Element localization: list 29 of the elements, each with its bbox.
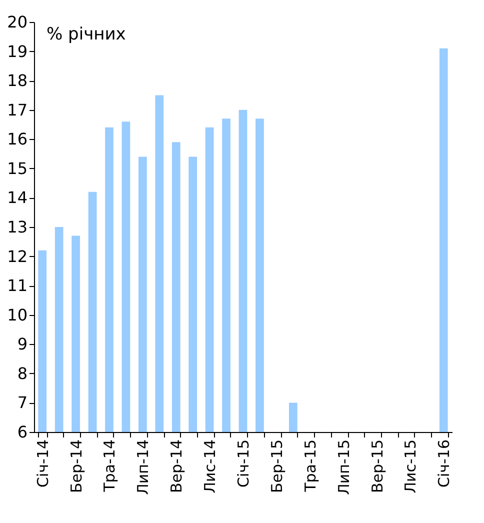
x-tick-label: Лис-14 [201,440,220,494]
x-tick-label: Бер-15 [268,440,286,494]
x-tick-label: Тра-14 [100,440,119,493]
x-tick-label: Лип-15 [334,440,353,495]
y-axis-title: % річних [46,24,126,44]
x-tick-label: Січ-14 [34,440,52,488]
y-tick-label: 8 [17,364,28,383]
y-tick-label: 10 [7,305,28,324]
x-tick-label: Вер-14 [168,440,186,494]
y-tick-label: 9 [17,334,28,354]
y-tick-label: 17 [7,100,28,120]
y-tick-label: 15 [7,158,28,178]
x-tick-label: Вер-15 [368,440,386,494]
y-tick-label: 7 [17,393,28,412]
x-tick-label: Лис-15 [402,440,420,494]
x-tick-label: Лип-14 [134,440,152,495]
y-tick-label: 11 [7,276,28,296]
y-tick-label: 13 [7,218,28,236]
y-tick-label: 18 [7,71,28,90]
y-tick-label: 12 [7,246,28,266]
y-tick-label: 19 [7,42,28,61]
x-tick-label: Січ-15 [234,440,252,488]
x-tick-label: Бер-14 [67,440,86,494]
x-tick-label: Січ-16 [435,440,454,488]
y-tick-label: 16 [7,130,28,149]
y-tick-label: 6 [17,422,28,442]
y-tick-label: 14 [7,188,28,208]
x-tick-label: Тра-15 [301,440,320,493]
y-tick-label: 20 [7,12,28,32]
